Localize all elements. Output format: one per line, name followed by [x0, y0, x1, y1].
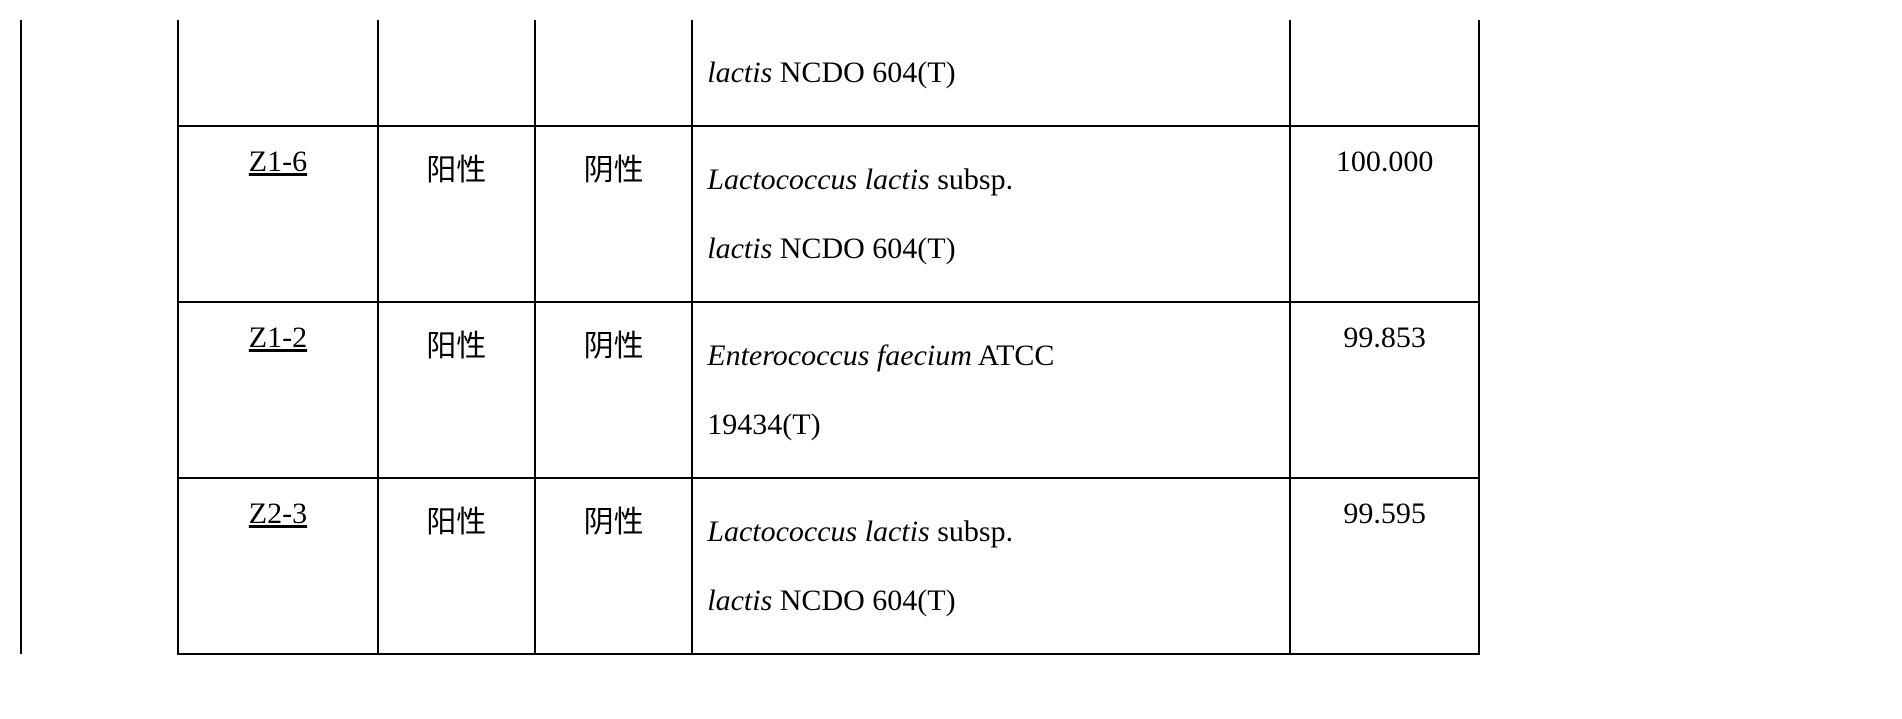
species-text: ATCC	[972, 339, 1055, 372]
species-text: subsp.	[930, 515, 1013, 548]
species-text: subsp.	[930, 163, 1013, 196]
data-table: lactis NCDO 604(T) Z1-6 阳性 阴性 Lactococcu…	[20, 20, 1480, 655]
id-link: Z1-2	[249, 321, 307, 354]
table-row: Z1-6 阳性 阴性 Lactococcus lactis subsp. lact…	[21, 126, 1479, 302]
table-row: Z2-3 阳性 阴性 Lactococcus lactis subsp. lact…	[21, 478, 1479, 654]
cell-species: Lactococcus lactis subsp. lactis NCDO 604…	[692, 126, 1290, 302]
cell-species: Enterococcus faecium ATCC 19434(T)	[692, 302, 1290, 478]
table-row: Z1-2 阳性 阴性 Enterococcus faecium ATCC 1943…	[21, 302, 1479, 478]
id-link: Z2-3	[249, 497, 307, 530]
cell-species: lactis NCDO 604(T)	[692, 20, 1290, 126]
cell-pos	[378, 20, 535, 126]
id-link: Z1-6	[249, 145, 307, 178]
cell-value: 99.853	[1290, 302, 1479, 478]
species-italic: lactis	[707, 584, 772, 617]
species-italic: Enterococcus faecium	[707, 339, 972, 372]
species-text: NCDO 604(T)	[772, 56, 955, 89]
cell-neg	[535, 20, 692, 126]
cell-value: 99.595	[1290, 478, 1479, 654]
species-italic: lactis	[707, 56, 772, 89]
cell-neg: 阴性	[535, 126, 692, 302]
cell-neg: 阴性	[535, 302, 692, 478]
cell-pos: 阳性	[378, 302, 535, 478]
species-text: 19434(T)	[707, 408, 820, 441]
table-row: lactis NCDO 604(T)	[21, 20, 1479, 126]
cell-pos: 阳性	[378, 478, 535, 654]
species-italic: lactis	[707, 232, 772, 265]
species-text: NCDO 604(T)	[772, 584, 955, 617]
cell-pos: 阳性	[378, 126, 535, 302]
cell-value	[1290, 20, 1479, 126]
species-italic: Lactococcus lactis	[707, 515, 929, 548]
cell-id: Z2-3	[178, 478, 377, 654]
cell-neg: 阴性	[535, 478, 692, 654]
cell-id	[178, 20, 377, 126]
species-italic: Lactococcus lactis	[707, 163, 929, 196]
species-text: NCDO 604(T)	[772, 232, 955, 265]
cell-id: Z1-2	[178, 302, 377, 478]
cell-group	[21, 20, 178, 654]
cell-species: Lactococcus lactis subsp. lactis NCDO 604…	[692, 478, 1290, 654]
cell-id: Z1-6	[178, 126, 377, 302]
cell-value: 100.000	[1290, 126, 1479, 302]
